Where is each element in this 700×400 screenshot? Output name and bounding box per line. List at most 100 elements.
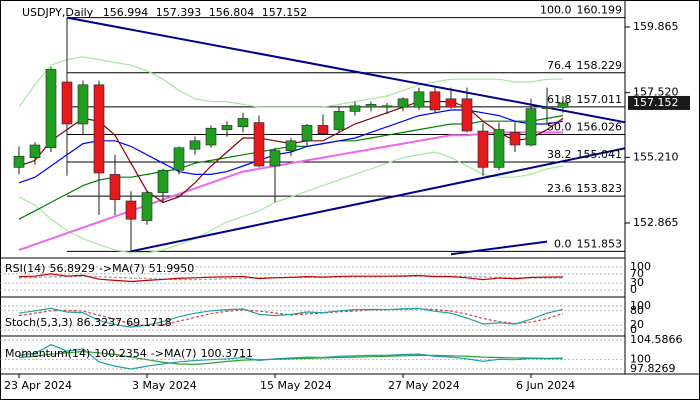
indicator-tick-label: 100 [630, 353, 651, 366]
x-tick-label: 3 May 2024 [132, 379, 197, 392]
fib-price: 151.853 [577, 237, 623, 250]
indicator-label: ->MA(7) [151, 347, 197, 360]
candle-body [285, 140, 297, 151]
candle-body [109, 174, 121, 200]
indicator-tick-label: 30 [630, 276, 644, 289]
header-open: 156.994 [103, 6, 149, 19]
fib-label: 100.0 160.199 [540, 4, 622, 17]
header-low: 156.804 [209, 6, 255, 19]
indicator-line [18, 350, 564, 365]
indicator-label: Stoch(5,3,3) [5, 316, 73, 329]
last-price-label: 157.152 [633, 96, 679, 109]
y-tick-label: 155.210 [633, 150, 679, 163]
moving-average [18, 151, 564, 254]
indicator-label: 56.8929 [49, 262, 95, 275]
symbol: USDJPY,Daily [22, 6, 94, 19]
indicator-line [18, 273, 564, 283]
indicator-tick-label: 0 [630, 323, 637, 336]
candle-body [333, 111, 345, 130]
indicator-header: RSI(14) 56.8929 ->MA(7) 51.9950 [5, 262, 194, 275]
candle-body [205, 127, 217, 146]
indicator-line [18, 307, 564, 328]
candle-body [445, 98, 457, 108]
y-tick-label: 159.865 [633, 20, 679, 33]
indicator-label: 100.3711 [201, 347, 254, 360]
candle-body [13, 155, 25, 168]
header-high: 157.393 [156, 6, 202, 19]
candle-body [189, 140, 201, 150]
candle-body [429, 91, 441, 111]
candle-body [93, 84, 105, 174]
candle-body [413, 91, 425, 108]
indicator-label: RSI(14) [5, 262, 45, 275]
fib-price: 156.026 [577, 120, 623, 133]
indicator-tick-label: 70 [630, 267, 644, 280]
trendline [66, 16, 625, 124]
candle-body [253, 122, 265, 167]
indicator-tick-label: 0 [630, 283, 637, 296]
fib-label: 50.0 156.026 [547, 120, 622, 133]
fib-label: 23.6 153.823 [547, 182, 622, 195]
fib-price: 158.229 [577, 59, 623, 72]
fib-percent: 23.6 [547, 182, 572, 195]
fib-price: 155.041 [577, 148, 623, 161]
candle-body [461, 98, 473, 132]
indicator-label: 51.9950 [149, 262, 195, 275]
fib-label: 0.0 151.853 [554, 237, 622, 250]
candle-body [317, 125, 329, 135]
indicator-header: Momentum(14) 100.2354 ->MA(7) 100.3711 [5, 347, 253, 360]
fib-label: 38.2 155.041 [547, 148, 622, 161]
candle-body [365, 104, 377, 108]
candle-body [525, 108, 537, 146]
last-price-box [628, 95, 690, 110]
candle-body [125, 200, 137, 220]
header-close: 157.152 [262, 6, 308, 19]
fib-percent: 76.4 [547, 59, 572, 72]
fib-percent: 0.0 [554, 237, 572, 250]
fib-percent: 38.2 [547, 148, 572, 161]
candle-body [237, 118, 249, 128]
candle-body [381, 105, 393, 108]
indicator-tick-label: 97.8269 [630, 362, 676, 375]
candle-body [173, 147, 185, 171]
x-tick-label: 15 May 2024 [260, 379, 332, 392]
indicator-tick-label: 80 [630, 304, 644, 317]
candle-body [141, 192, 153, 221]
x-tick-label: 27 May 2024 [388, 379, 460, 392]
chart-header: USDJPY,Daily 156.994 157.393 156.804 157… [22, 6, 307, 19]
indicator-tick-label: 100 [630, 260, 651, 273]
candle-body [61, 81, 73, 125]
fib-price: 160.199 [577, 4, 623, 17]
fib-label: 76.4 158.229 [547, 59, 622, 72]
candle-body [493, 129, 505, 168]
x-tick-label: 6 Jun 2024 [516, 379, 575, 392]
candle-body [509, 132, 521, 146]
candle-body [301, 125, 313, 142]
candle-body [557, 102, 569, 108]
y-tick-label: 157.520 [633, 86, 679, 99]
moving-average [18, 56, 563, 108]
candle-body [397, 98, 409, 108]
candle-body [157, 169, 169, 193]
indicator-label: 86.3237 [77, 316, 123, 329]
trendline [130, 147, 625, 253]
candle-body [29, 144, 41, 158]
indicator-tick-label: 100 [630, 299, 651, 312]
fib-percent: 50.0 [547, 120, 572, 133]
indicator-tick-label: 20 [630, 318, 644, 331]
x-tick-label: 23 Apr 2024 [4, 379, 72, 392]
fib-label: 61.8 157.011 [547, 93, 622, 106]
candle-body [349, 105, 361, 112]
indicator-label: 100.2354 [94, 347, 147, 360]
fib-percent: 100.0 [540, 4, 572, 17]
price-panel [13, 16, 625, 256]
fib-price: 153.823 [577, 182, 623, 195]
candle-body [541, 106, 553, 109]
indicator-label: Momentum(14) [5, 347, 90, 360]
indicator-header: Stoch(5,3,3) 86.3237 69.1718 [5, 316, 172, 329]
moving-average [18, 131, 563, 251]
indicator-line [18, 344, 564, 370]
indicator-tick-label: 104.5866 [630, 333, 683, 346]
